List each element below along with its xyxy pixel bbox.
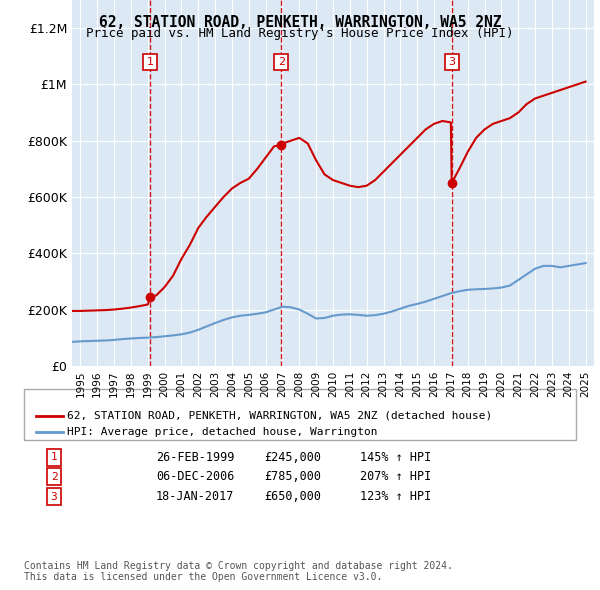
Text: 1: 1: [147, 57, 154, 67]
Text: 26-FEB-1999: 26-FEB-1999: [156, 451, 235, 464]
Text: This data is licensed under the Open Government Licence v3.0.: This data is licensed under the Open Gov…: [24, 572, 382, 582]
Text: 1: 1: [50, 453, 58, 462]
Text: 3: 3: [448, 57, 455, 67]
Text: 3: 3: [50, 492, 58, 502]
Text: 62, STATION ROAD, PENKETH, WARRINGTON, WA5 2NZ: 62, STATION ROAD, PENKETH, WARRINGTON, W…: [99, 15, 501, 30]
Text: 123% ↑ HPI: 123% ↑ HPI: [360, 490, 431, 503]
Text: 62, STATION ROAD, PENKETH, WARRINGTON, WA5 2NZ (detached house): 62, STATION ROAD, PENKETH, WARRINGTON, W…: [67, 411, 493, 421]
Text: £245,000: £245,000: [264, 451, 321, 464]
Text: 207% ↑ HPI: 207% ↑ HPI: [360, 470, 431, 483]
Text: £650,000: £650,000: [264, 490, 321, 503]
Text: HPI: Average price, detached house, Warrington: HPI: Average price, detached house, Warr…: [67, 427, 378, 437]
Text: Contains HM Land Registry data © Crown copyright and database right 2024.: Contains HM Land Registry data © Crown c…: [24, 562, 453, 571]
Text: 18-JAN-2017: 18-JAN-2017: [156, 490, 235, 503]
Text: 145% ↑ HPI: 145% ↑ HPI: [360, 451, 431, 464]
Text: 2: 2: [50, 472, 58, 481]
Text: £785,000: £785,000: [264, 470, 321, 483]
Text: Price paid vs. HM Land Registry's House Price Index (HPI): Price paid vs. HM Land Registry's House …: [86, 27, 514, 40]
Text: 2: 2: [278, 57, 285, 67]
Text: 06-DEC-2006: 06-DEC-2006: [156, 470, 235, 483]
